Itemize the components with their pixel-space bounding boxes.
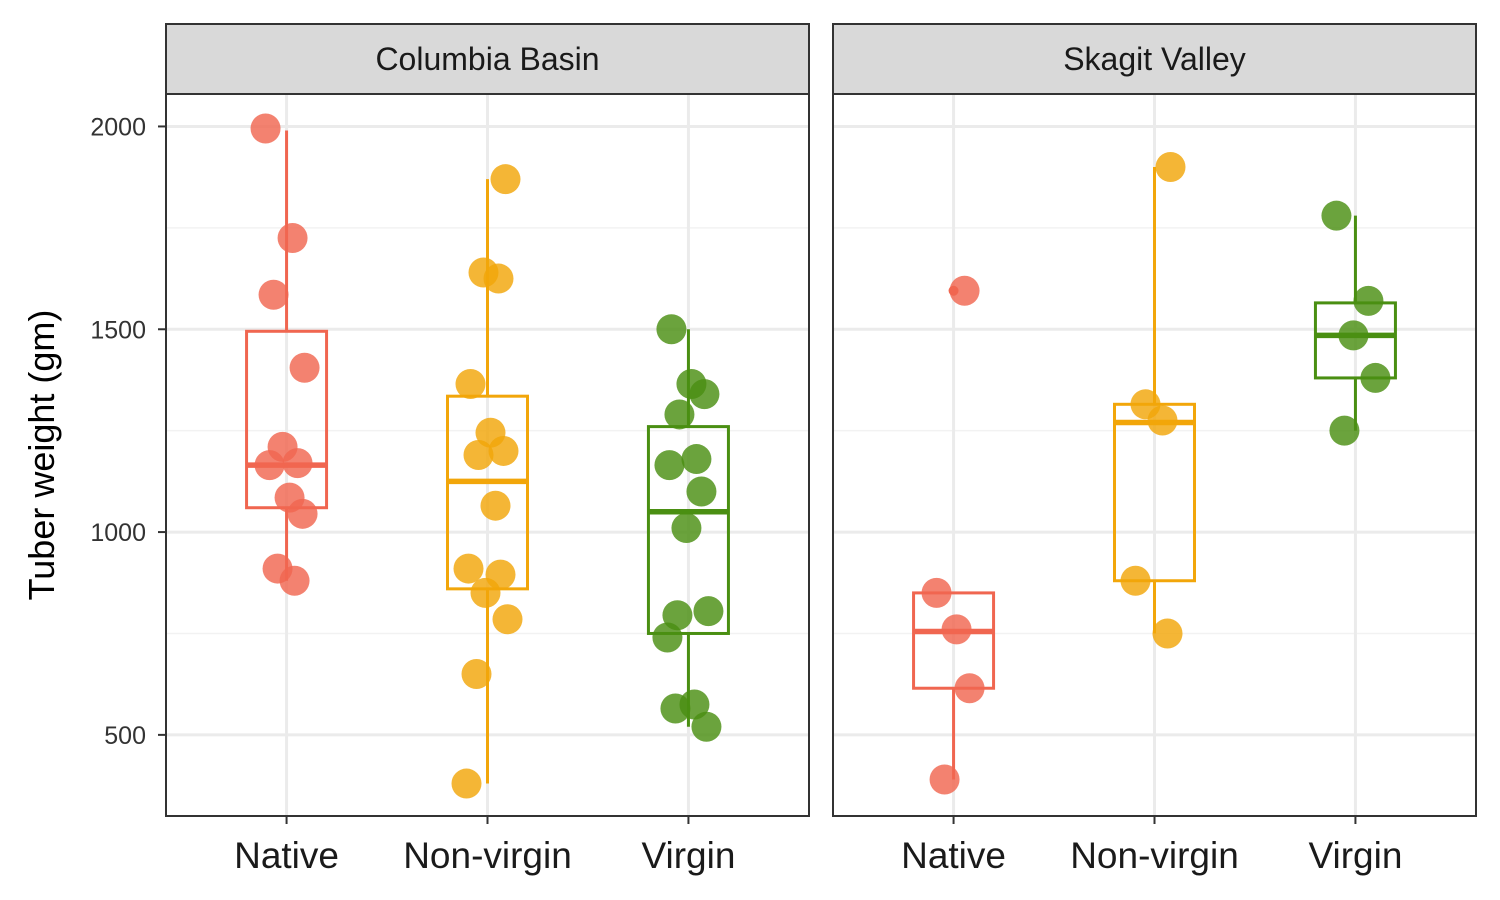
data-point — [686, 476, 717, 507]
data-point — [660, 693, 691, 724]
data-point — [921, 577, 952, 608]
y-tick-label: 2000 — [90, 113, 146, 141]
data-point — [254, 450, 285, 481]
y-axis-title: Tuber weight (gm) — [21, 310, 62, 601]
y-tick-label: 1500 — [90, 316, 146, 344]
data-point — [1321, 200, 1352, 231]
facet-label: Columbia Basin — [375, 41, 599, 77]
data-point — [656, 314, 687, 345]
data-point — [954, 673, 985, 704]
box-group-native — [912, 275, 996, 795]
data-point — [689, 379, 720, 410]
box — [646, 425, 730, 635]
facet-strip — [832, 23, 1477, 95]
data-point — [488, 435, 519, 466]
data-point — [282, 448, 313, 479]
box-group-non-virgin — [446, 164, 529, 799]
data-point — [949, 275, 980, 306]
data-point — [1360, 362, 1391, 393]
facet-panel: Columbia Basin Native Non-virgin Virgin — [165, 23, 810, 876]
data-point — [1338, 320, 1369, 351]
x-tick-label: Native — [234, 835, 339, 876]
x-tick-label: Non-virgin — [403, 835, 572, 876]
y-tick-label: 1000 — [90, 519, 146, 547]
data-point — [461, 659, 492, 690]
box-group-virgin — [646, 314, 730, 742]
data-point — [664, 399, 695, 430]
data-point — [289, 352, 320, 383]
data-point — [455, 369, 486, 400]
data-point — [480, 490, 511, 521]
data-point — [451, 768, 482, 799]
data-point — [1120, 565, 1151, 596]
data-point — [287, 498, 318, 529]
data-point — [258, 279, 289, 310]
data-point — [652, 622, 683, 653]
data-point — [693, 596, 724, 627]
box-group-non-virgin — [1113, 152, 1196, 649]
data-point — [463, 440, 494, 470]
facet-panel: Skagit Valley Native Non-virgin Virgin — [832, 23, 1477, 876]
box-group-native — [245, 113, 329, 596]
data-point — [654, 450, 685, 481]
data-point — [453, 553, 484, 584]
data-point — [470, 577, 501, 608]
data-point — [279, 565, 310, 596]
data-point — [1329, 415, 1360, 446]
data-point — [671, 513, 702, 544]
data-point — [941, 614, 972, 645]
data-point — [483, 263, 514, 294]
data-point — [691, 711, 722, 742]
data-point — [492, 604, 523, 635]
facet-strip — [165, 23, 810, 95]
data-point — [1353, 285, 1384, 316]
x-tick-label: Native — [901, 835, 1006, 876]
y-tick-labels: 500 1000 1500 2000 — [90, 113, 166, 750]
data-point — [681, 444, 712, 475]
data-point — [1147, 405, 1178, 436]
data-point — [277, 222, 308, 253]
data-point — [1152, 618, 1183, 649]
facet-label: Skagit Valley — [1063, 41, 1246, 77]
data-point — [1155, 152, 1186, 183]
data-point — [250, 113, 281, 144]
x-tick-label: Non-virgin — [1070, 835, 1239, 876]
x-tick-label: Virgin — [641, 835, 735, 876]
box — [912, 591, 996, 690]
x-tick-label: Virgin — [1308, 835, 1402, 876]
data-point — [490, 164, 521, 195]
box-group-virgin — [1313, 200, 1397, 446]
data-point — [929, 764, 960, 795]
data-point — [662, 600, 693, 631]
y-tick-label: 500 — [104, 722, 146, 750]
